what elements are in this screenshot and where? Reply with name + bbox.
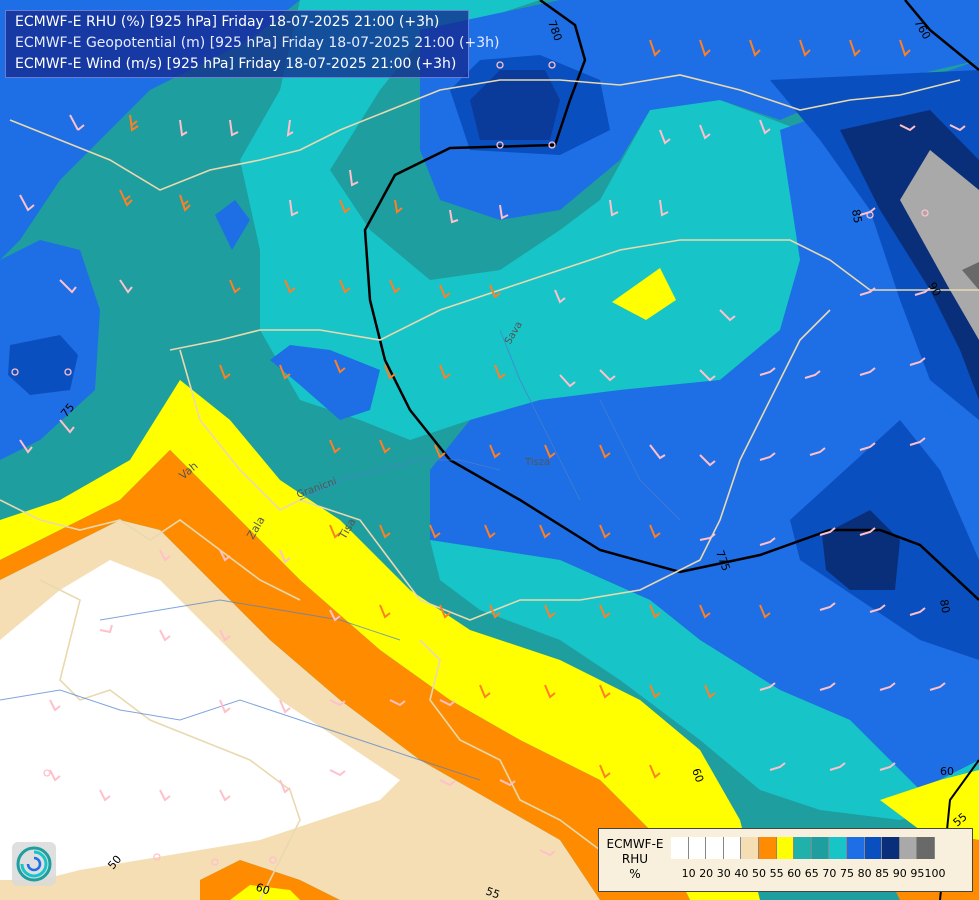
title-geopotential: ECMWF-E Geopotential (m) [925 hPa] Frida… (15, 35, 500, 51)
legend-swatch-8 (811, 837, 830, 859)
station-markers (11, 61, 929, 866)
rhu-80-east (430, 60, 979, 790)
rhu-80-north (420, 0, 979, 220)
country-borders (0, 74, 979, 900)
rhu-75-ring (545, 205, 720, 360)
legend-swatch-5 (758, 837, 777, 859)
legend-title: ECMWF-E RHU % (605, 837, 665, 882)
title-box: ECMWF-E RHU (%) [925 hPa] Friday 18-07-2… (5, 10, 499, 78)
legend-title-source: ECMWF-E (606, 837, 664, 851)
rhu-75-southeast (430, 540, 979, 820)
title-rhu: ECMWF-E RHU (%) [925 hPa] Friday 18-07-2… (15, 14, 440, 30)
legend-tick-label: 80 (857, 867, 872, 880)
legend-swatch-14 (917, 837, 935, 859)
rivers (0, 329, 681, 781)
legend-swatch-11 (864, 837, 883, 859)
geopotential-contour (363, 0, 979, 601)
legend-tick-label: 65 (804, 867, 819, 880)
rhu-65-southeast (880, 770, 979, 840)
rhu-100-northeast (962, 262, 979, 290)
contour-label-85: 85 (849, 208, 864, 224)
rhu-65-band (0, 380, 760, 900)
legend-tick-label: 85 (875, 867, 890, 880)
legend-ticks: 10 20 30 40 50 55 60 65 70 75 80 85 90 95 100 (671, 867, 971, 883)
legend-swatch-12 (882, 837, 900, 859)
rhu-65-south-spot (230, 885, 300, 900)
rhu-85-west (8, 335, 78, 395)
legend-swatches (671, 837, 935, 859)
contour-label-80: 80 (937, 598, 952, 614)
legend-title-unit: % (629, 867, 641, 881)
ecmwf-swirl-logo-icon (12, 842, 56, 886)
contour-label-60: 60 (689, 767, 706, 785)
rhu-50-zone (0, 560, 400, 880)
legend-tick-label: 95 (910, 867, 925, 880)
legend-tick-label: 100 (924, 867, 946, 880)
legend-swatch-6 (776, 837, 795, 859)
legend-tick-label: 60 (787, 867, 802, 880)
contour-label-60b: 60 (940, 765, 954, 778)
legend-swatch-2 (706, 837, 724, 859)
legend-tick-label: 50 (752, 867, 766, 880)
title-wind: ECMWF-E Wind (m/s) [925 hPa] Friday 18-0… (15, 56, 457, 72)
wind-barbs (19, 39, 966, 857)
rhu-60-band (0, 450, 690, 900)
legend-swatch-7 (794, 837, 812, 859)
rhu-90-north (470, 70, 560, 140)
legend-swatch-0 (671, 837, 689, 859)
legend-title-variable: RHU (621, 852, 649, 866)
legend-tick-label: 30 (716, 867, 731, 880)
legend-tick-label: 70 (822, 867, 837, 880)
legend-swatch-10 (846, 837, 865, 859)
legend-tick-label: 10 (681, 867, 696, 880)
legend-tick-label: 55 (769, 867, 784, 880)
legend-swatch-3 (723, 837, 742, 859)
legend-tick-label: 90 (892, 867, 907, 880)
rhu-80-patch2 (270, 345, 380, 420)
rhu-65-spot (612, 268, 676, 320)
rhu-95-northeast (900, 150, 979, 340)
legend-swatch-13 (899, 837, 918, 859)
color-legend: ECMWF-E RHU % 10 20 30 40 50 55 60 65 70 75 80 85 90… (598, 828, 973, 892)
geopotential-contour-ne (904, 0, 979, 71)
river-label-tisza: Tisza (524, 457, 550, 468)
legend-swatch-9 (829, 837, 847, 859)
contour-label-55b: 55 (484, 885, 502, 900)
legend-tick-label: 75 (840, 867, 854, 880)
legend-tick-label: 40 (734, 867, 749, 880)
legend-swatch-4 (741, 837, 759, 859)
rhu-80-patch1 (215, 200, 250, 250)
contour-label-60c: 60 (254, 881, 272, 898)
legend-tick-label: 20 (699, 867, 714, 880)
contour-label-90: 90 (925, 280, 943, 299)
legend-swatch-1 (688, 837, 707, 859)
